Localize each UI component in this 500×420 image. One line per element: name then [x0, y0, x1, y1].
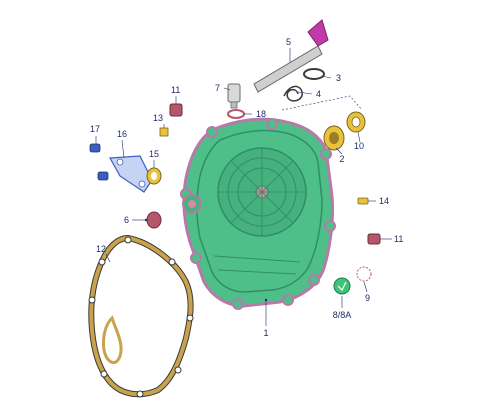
clutch-cover-1: [180, 117, 336, 310]
plate-16: [109, 155, 153, 193]
spring-4: [283, 85, 303, 102]
callout-12: 12: [96, 244, 106, 254]
callout-10: 10: [354, 141, 364, 151]
leader-lines: [95, 48, 392, 326]
plug-6: [146, 211, 162, 229]
callout-15: 15: [149, 149, 159, 159]
callout-6: 6: [124, 215, 129, 225]
callout-2: 2: [339, 154, 344, 164]
callout-13: 13: [153, 113, 163, 123]
callout-1: 1: [263, 328, 268, 338]
bearing-2: [323, 125, 345, 151]
o-ring-9: [356, 266, 372, 282]
callout-5: 5: [286, 37, 291, 47]
gasket-12: [88, 234, 194, 398]
callout-labels: 1 2 3 4 5 6 7 8/8A 9 10 11 11 12 13 14 1…: [90, 37, 403, 338]
shift-shaft-5: [253, 19, 329, 93]
callout-14: 14: [379, 196, 389, 206]
seal-15: [146, 167, 162, 185]
callout-11-upper: 11: [171, 85, 180, 95]
callout-3: 3: [336, 73, 341, 83]
plug-11-lower: [367, 233, 381, 245]
callout-11-lower: 11: [394, 234, 403, 244]
filler-cap-7: [227, 83, 241, 109]
callout-18: 18: [256, 109, 266, 119]
oil-seal-10: [346, 111, 366, 133]
callout-4: 4: [316, 89, 321, 99]
callout-9: 9: [365, 293, 370, 303]
circlip-3: [303, 68, 325, 80]
callout-8-8a: 8/8A: [333, 310, 352, 320]
callout-7: 7: [215, 83, 220, 93]
o-ring-18: [227, 109, 245, 119]
plug-11-upper: [169, 103, 183, 117]
screw-13: [159, 127, 169, 137]
callout-17: 17: [90, 124, 100, 134]
bolt-14: [357, 197, 369, 205]
bolts-17: [89, 143, 109, 181]
callout-16: 16: [117, 129, 127, 139]
window-8-8a: [333, 277, 351, 295]
